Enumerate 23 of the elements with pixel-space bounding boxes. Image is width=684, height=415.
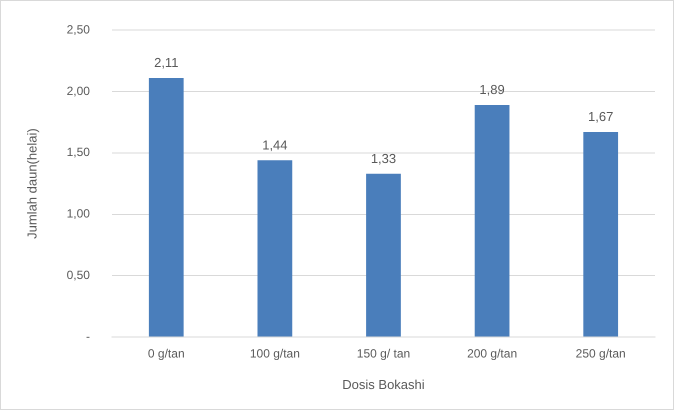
x-tick-label: 200 g/tan <box>467 346 518 361</box>
bar <box>474 105 510 336</box>
data-label: 1,67 <box>588 109 614 124</box>
y-tick-label: 0,50 <box>66 268 90 282</box>
bar <box>366 174 401 336</box>
x-tick-label: 150 g/ tan <box>356 346 410 361</box>
y-tick-label: 2,00 <box>66 84 90 98</box>
x-tick-label: 250 g/tan <box>576 346 626 361</box>
y-axis-title: Jumlah daun(helai) <box>24 128 40 239</box>
bar <box>148 78 184 336</box>
x-axis-title: Dosis Bokashi <box>342 376 425 392</box>
bar <box>257 160 292 336</box>
y-tick-label: 1,50 <box>66 145 90 160</box>
y-tick-label: 2,50 <box>66 22 90 37</box>
data-label: 1,89 <box>479 82 505 98</box>
data-label: 2,11 <box>154 55 178 70</box>
y-tick-label: - <box>86 329 90 344</box>
data-label: 1,33 <box>370 150 396 166</box>
x-tick-label: 0 g/tan <box>148 346 185 361</box>
y-tick-label: 1,00 <box>66 206 90 221</box>
x-tick-label: 100 g/tan <box>250 346 300 361</box>
data-label: 1,44 <box>262 137 288 152</box>
bar <box>583 132 618 336</box>
